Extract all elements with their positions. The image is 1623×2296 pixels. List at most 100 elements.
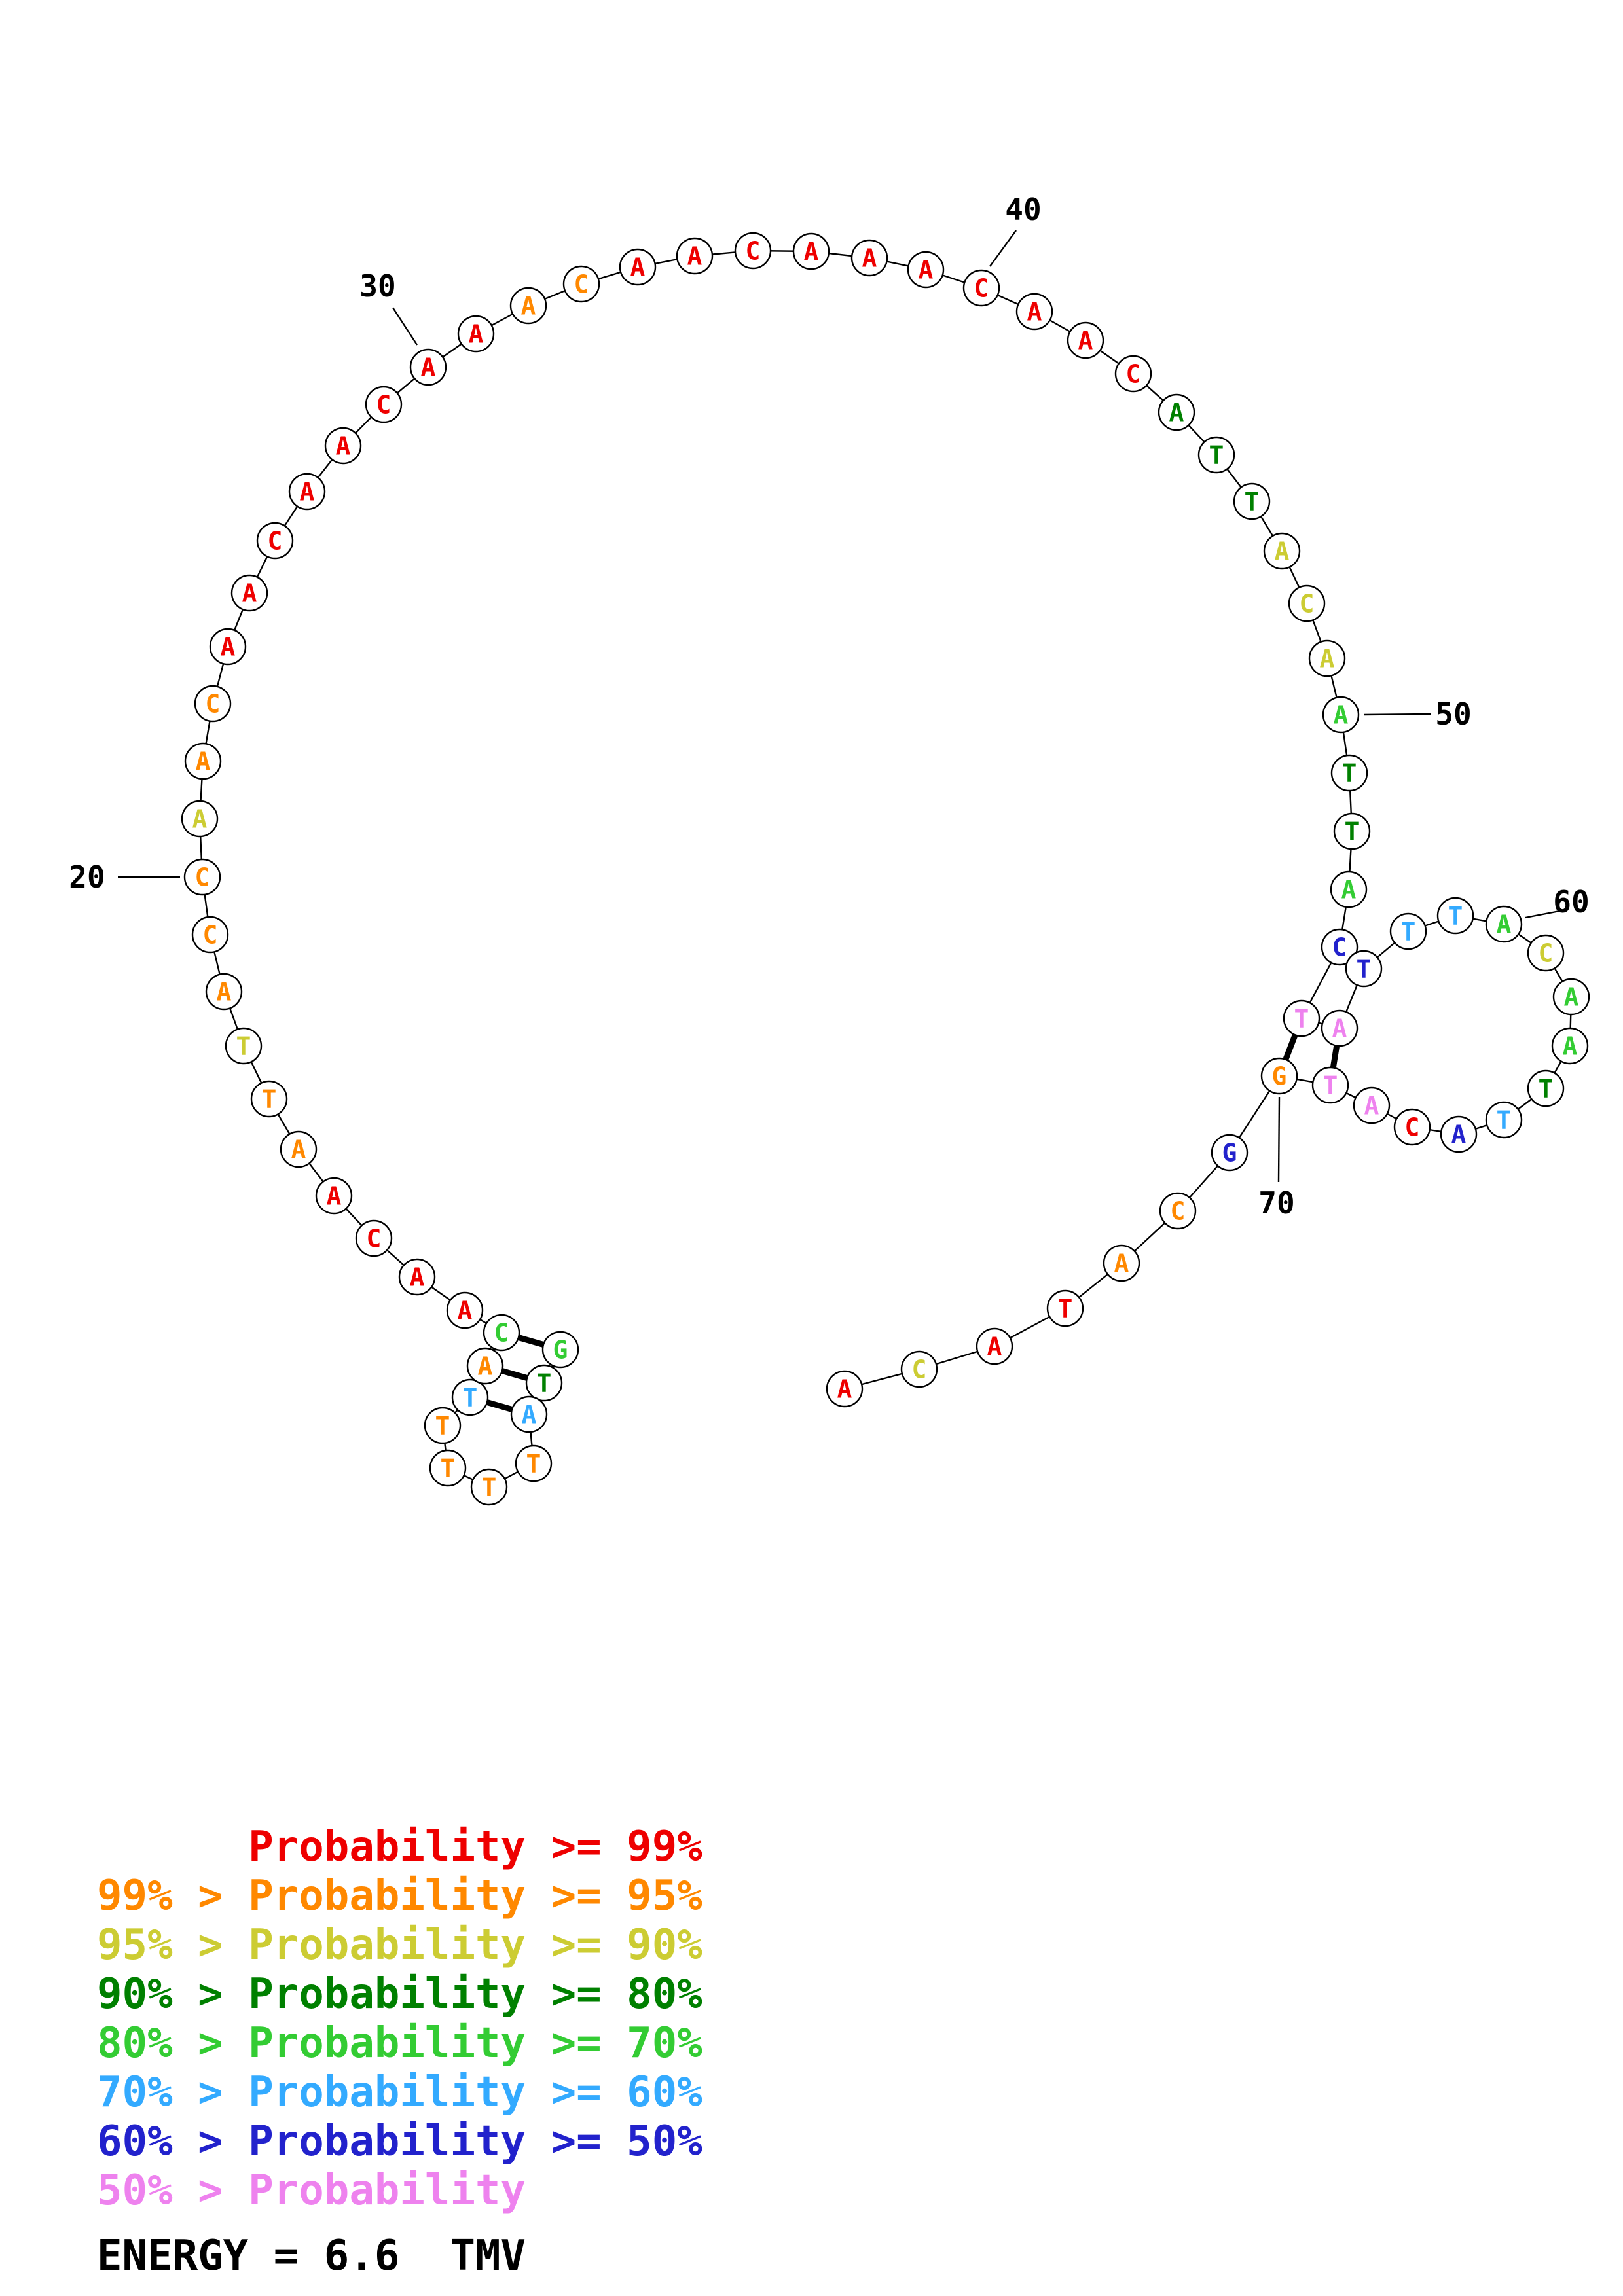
base-circle [409, 348, 447, 386]
base-node-77: A [826, 1370, 864, 1408]
base-node-21: A [181, 800, 219, 838]
base-node-6: T [429, 1449, 467, 1487]
base-node-68: A [1353, 1086, 1391, 1124]
base-circle [209, 628, 247, 666]
base-letter: T [1401, 918, 1416, 946]
base-node-45: T [1197, 436, 1235, 474]
base-node-33: C [562, 265, 600, 303]
base-node-34: A [619, 248, 657, 286]
base-circle [850, 239, 888, 277]
base-node-57: T [1345, 950, 1383, 988]
base-circle [183, 858, 221, 896]
base-node-65: T [1485, 1101, 1523, 1139]
base-letter: A [919, 256, 934, 285]
base-node-20: C [183, 858, 221, 896]
base-letter: A [291, 1136, 306, 1164]
base-letter: C [974, 274, 989, 303]
label-pointer-line [1363, 713, 1431, 716]
base-letter: A [1078, 327, 1093, 355]
base-node-24: A [209, 628, 247, 666]
legend-entry: 90% > Probability >= 80% [97, 1970, 702, 2018]
base-node-53: A [1330, 870, 1368, 908]
legend-entry: 50% > Probability [97, 2166, 526, 2215]
base-circle [398, 1258, 436, 1296]
base-node-43: C [1114, 355, 1152, 393]
base-circle [1308, 639, 1346, 677]
base-circle [562, 265, 600, 303]
base-letter: C [195, 863, 210, 892]
legend-entry: 60% > Probability >= 50% [97, 2117, 702, 2166]
base-node-71: G [1211, 1134, 1249, 1172]
base-circle [288, 473, 326, 511]
legend-entry: 99% > Probability >= 95% [97, 1872, 702, 1920]
base-circle [250, 1080, 288, 1118]
base-node-7: T [424, 1407, 462, 1444]
base-letter: T [537, 1369, 552, 1398]
base-letter: T [1539, 1075, 1554, 1103]
base-letter: T [1294, 1005, 1309, 1033]
base-letter: A [1027, 298, 1042, 327]
base-circle [1353, 1086, 1391, 1124]
base-letter: T [1497, 1106, 1512, 1135]
base-letter: A [987, 1333, 1002, 1361]
base-circle [1333, 812, 1371, 850]
base-letter: A [192, 805, 208, 834]
base-letter: A [1320, 645, 1335, 673]
base-circle [225, 1027, 263, 1065]
base-circle [509, 287, 547, 325]
base-circle [1067, 321, 1104, 359]
base-node-22: A [184, 742, 222, 780]
base-circle [256, 522, 294, 560]
base-node-48: C [1288, 584, 1326, 622]
base-circle [1103, 1244, 1140, 1282]
base-letter: A [336, 432, 351, 461]
base-letter: A [410, 1263, 425, 1292]
base-node-49: A [1308, 639, 1346, 677]
base-letter: C [1405, 1113, 1420, 1142]
base-letter: A [837, 1375, 852, 1404]
base-circle [1159, 1192, 1197, 1230]
base-letter: T [1342, 759, 1357, 788]
base-circle [1114, 355, 1152, 393]
base-letter: A [1275, 537, 1290, 566]
base-circle [1197, 436, 1235, 474]
base-node-62: A [1552, 978, 1590, 1016]
base-letter: T [1209, 441, 1224, 470]
base-letter: C [203, 921, 218, 950]
base-letter: T [526, 1450, 541, 1479]
base-circle [1321, 1009, 1359, 1047]
label-pointer-line [989, 230, 1017, 267]
base-letter: C [1539, 939, 1554, 968]
base-circle [907, 251, 945, 289]
base-circle [1485, 1101, 1523, 1139]
base-circle [181, 800, 219, 838]
base-letter: T [441, 1454, 456, 1483]
base-circle [1283, 999, 1321, 1037]
base-letter: A [217, 978, 232, 1007]
base-letter: C [1171, 1197, 1186, 1226]
base-letter: C [1126, 360, 1141, 389]
base-node-30: A [409, 348, 447, 386]
energy-label: ENERGY = 6.6 TMV [97, 2232, 526, 2280]
base-node-74: T [1046, 1289, 1084, 1327]
base-letter: A [221, 633, 236, 662]
base-circle [1330, 870, 1368, 908]
label-pointer-line [392, 307, 418, 346]
base-node-59: T [1436, 897, 1474, 935]
base-circle [1211, 1134, 1249, 1172]
position-label: 20 [69, 859, 105, 895]
base-node-41: A [1015, 293, 1053, 331]
base-letter: A [862, 244, 877, 273]
base-node-25: A [230, 574, 268, 612]
base-circle [355, 1219, 393, 1257]
base-letter: A [478, 1352, 493, 1381]
base-circle [826, 1370, 864, 1408]
base-circle [205, 973, 243, 1011]
base-node-73: A [1103, 1244, 1140, 1282]
base-node-44: A [1158, 393, 1195, 431]
base-node-11: A [446, 1291, 484, 1329]
base-circle [1485, 905, 1523, 943]
base-letter: A [1451, 1121, 1467, 1149]
base-letter: A [1341, 876, 1357, 905]
